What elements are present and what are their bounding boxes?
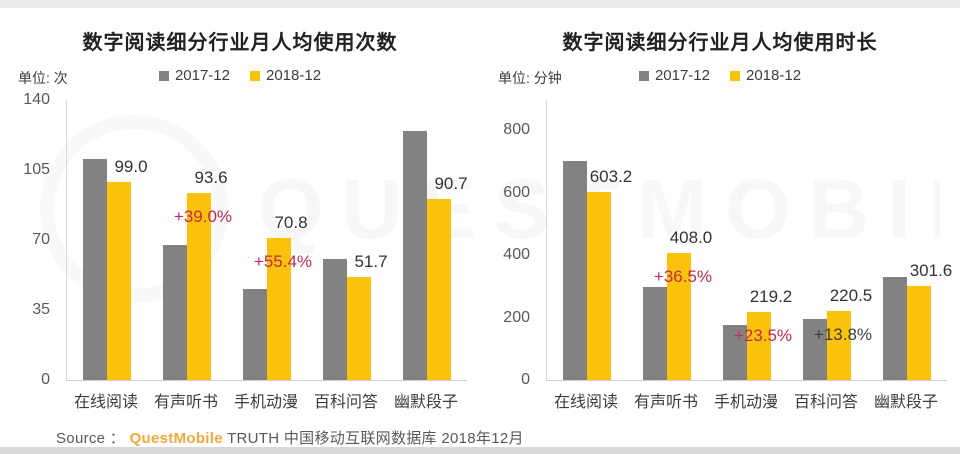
chart-meta-row: 单位: 分钟 2017-12 2018-12 [480,65,960,87]
legend-item-2018: 2018-12 [730,67,801,84]
bar-2017-12 [883,276,907,380]
bar-2017-12 [83,159,107,380]
x-category-label: 有声听书 [633,394,698,411]
value-label: 408.0 [669,227,713,247]
percent-change-label: +23.5% [733,325,793,345]
bar-2017-12 [563,161,587,380]
y-axis: 0 200 400 600 800 [480,100,540,388]
value-label: 219.2 [749,286,793,306]
x-category-label: 幽默段子 [393,394,458,411]
bar-2018-12 [827,311,851,380]
chart-title: 数字阅读细分行业月人均使用时长 [562,32,878,54]
legend-item-2017: 2017-12 [638,67,710,84]
value-label: 603.2 [589,166,633,186]
x-axis-labels: 在线阅读 有声听书 手机动漫 百科问答 幽默段子 [546,388,946,412]
x-category-label: 幽默段子 [873,394,938,411]
x-category-label: 手机动漫 [713,394,778,411]
bar-2018-12 [347,276,371,380]
source-suffix: TRUTH 中国移动互联网数据库 2018年12月 [222,430,524,447]
legend: 2017-12 2018-12 [0,65,480,84]
percent-change-label: +39.0% [173,206,233,226]
source-line: Source ： QuestMobile TRUTH 中国移动互联网数据库 20… [56,427,960,448]
value-label: 301.6 [909,260,953,280]
percent-change-label: +55.4% [253,252,313,272]
legend-label-2018: 2018-12 [746,67,802,84]
legend-swatch-2018-icon [250,70,260,81]
y-tick: 400 [503,246,530,263]
y-tick: 35 [32,301,50,318]
top-band [0,0,960,8]
legend: 2017-12 2018-12 [480,65,960,84]
y-tick: 200 [503,308,530,326]
bar-2018-12 [907,285,931,380]
chart-title: 数字阅读细分行业月人均使用次数 [82,32,398,54]
legend-swatch-2017-icon [638,70,649,81]
x-category-label: 百科问答 [313,394,378,411]
legend-item-2018: 2018-12 [250,67,321,84]
plot-area: 99.0 93.6 +39.0% 70.8 +55.4% 51.7 90.7 [66,100,468,381]
legend-swatch-2017-icon [158,70,169,81]
chart-usage-duration: 数字阅读细分行业月人均使用时长 单位: 分钟 2017-12 2018-12 0… [480,18,960,412]
bottom-band [0,447,960,454]
plot-wrap: 0 200 400 600 800 603.2 408.0 +36.5% 219.2 +23.5… [480,100,960,388]
bar-2017-12 [723,324,747,380]
value-label: 93.6 [194,167,228,187]
unit-label: 单位: 分钟 [498,70,562,86]
x-category-label: 在线阅读 [553,394,618,411]
bar-2017-12 [323,259,347,380]
bar-2017-12 [803,319,827,380]
y-tick: 0 [521,371,530,388]
chart-meta-row: 单位: 次 2017-12 2018-12 [0,65,480,87]
bar-2017-12 [243,288,267,380]
legend-item-2017: 2017-12 [158,67,230,84]
bar-2018-12 [267,238,291,380]
legend-label-2017: 2017-12 [174,67,230,84]
source-prefix: Source ： [56,430,130,447]
value-label: 220.5 [829,286,873,306]
source-brand: QuestMobile [129,430,223,447]
y-axis: 0 35 70 105 140 [0,91,60,388]
legend-swatch-2018-icon [730,70,740,81]
bar-2018-12 [667,252,691,380]
x-axis-labels: 在线阅读 有声听书 手机动漫 百科问答 幽默段子 [66,388,466,412]
x-category-label: 百科问答 [793,394,858,411]
bar-2018-12 [587,191,611,380]
bar-2017-12 [403,131,427,380]
y-tick: 105 [23,161,50,178]
bar-2018-12 [187,192,211,380]
percent-change-label: +13.8% [813,325,873,345]
legend-label-2017: 2017-12 [654,67,710,84]
plot-area: 603.2 408.0 +36.5% 219.2 +23.5% 220.5 +13.8% 30… [546,100,952,381]
charts-row: 数字阅读细分行业月人均使用次数 单位: 次 2017-12 2018-12 0 3… [0,18,960,412]
bar-2018-12 [107,182,131,380]
value-label: 70.8 [274,213,308,233]
legend-label-2018: 2018-12 [266,67,322,84]
y-tick: 70 [32,231,50,248]
value-label: 99.0 [114,157,148,176]
value-label: 51.7 [354,251,388,271]
plot-wrap: 0 35 70 105 140 99.0 93.6 +39.0% 70.8 +55.4% 51.7… [0,91,480,388]
x-category-label: 手机动漫 [233,394,298,411]
bar-2018-12 [747,311,771,380]
chart-usage-times: 数字阅读细分行业月人均使用次数 单位: 次 2017-12 2018-12 0 3… [0,18,480,412]
y-tick: 140 [23,91,50,108]
value-label: 90.7 [434,173,468,193]
bar-2018-12 [427,198,451,380]
y-tick: 0 [41,371,50,388]
percent-change-label: +36.5% [653,266,713,286]
y-tick: 600 [503,183,530,201]
y-tick: 800 [503,121,530,138]
bar-2017-12 [643,286,667,380]
x-category-label: 在线阅读 [73,394,138,411]
bar-2017-12 [163,245,187,380]
x-category-label: 有声听书 [153,394,218,411]
unit-label: 单位: 次 [18,70,68,86]
